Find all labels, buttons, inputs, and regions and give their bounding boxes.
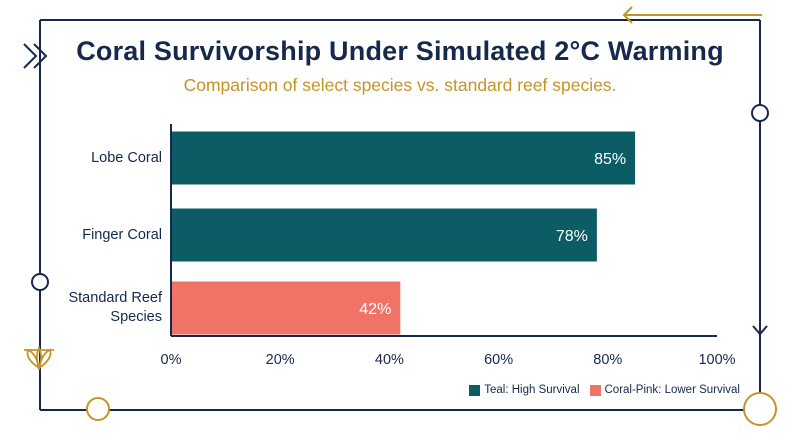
legend-item-teal: Teal: High Survival [469, 384, 580, 396]
x-tick-label-3: 60% [484, 352, 514, 368]
category-label-2: Standard Reef Species [68, 290, 162, 325]
legend-swatch-teal [469, 384, 481, 396]
bar-value-label-2: 42% [359, 301, 391, 318]
x-tick-label-4: 80% [593, 352, 623, 368]
x-tick-label-1: 20% [265, 352, 295, 368]
legend-label-coral: Coral-Pink: Lower Survival [604, 384, 741, 396]
x-tick-label-5: 100% [698, 352, 736, 368]
bar-value-label-0: 85% [594, 151, 626, 168]
legend-swatch-coral [589, 384, 601, 396]
legend-item-coral: Coral-Pink: Lower Survival [589, 384, 741, 396]
arrow-down-icon [752, 325, 768, 336]
x-tick-label-0: 0% [160, 352, 182, 368]
double-chevron-icon [23, 43, 48, 69]
legend: Teal: High Survival Coral-Pink: Lower Su… [469, 384, 740, 396]
bar-2 [171, 281, 401, 335]
bar-value-label-1: 78% [556, 228, 588, 245]
arrow-left-icon [622, 6, 762, 24]
category-label-0: Lobe Coral [91, 149, 162, 166]
x-tick-label-2: 40% [374, 352, 404, 368]
bar-0 [171, 131, 636, 185]
chart-subtitle: Comparison of select species vs. standar… [183, 75, 617, 95]
frame-circle-right [751, 104, 769, 122]
gold-circle-bottom [86, 397, 110, 421]
legend-label-teal: Teal: High Survival [484, 384, 580, 396]
gold-circle-corner [743, 392, 777, 426]
leaf-icon [24, 345, 54, 371]
category-label-1: Finger Coral [82, 226, 162, 243]
frame-circle-left [31, 273, 49, 291]
chart-title: Coral Survivorship Under Simulated 2°C W… [76, 36, 724, 66]
bar-1 [171, 208, 597, 262]
